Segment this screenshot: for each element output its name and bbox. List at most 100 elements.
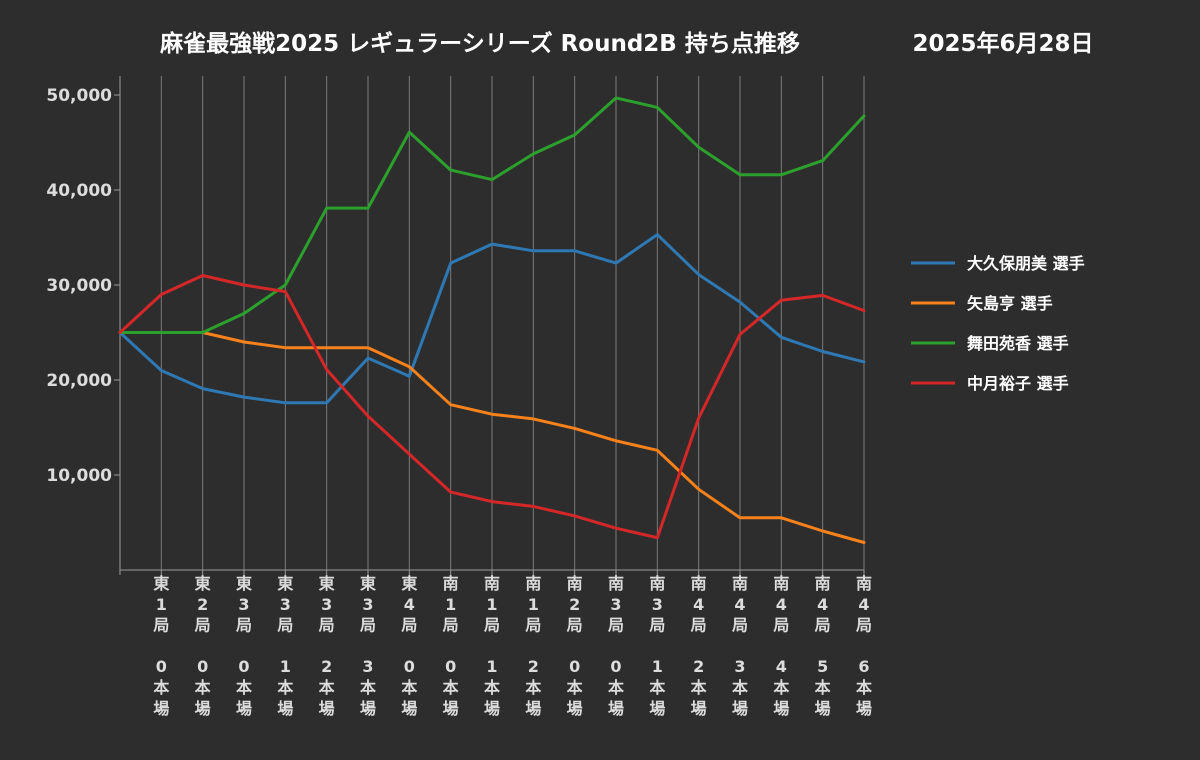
x-tick-char: 4 — [776, 595, 787, 614]
series-lines — [118, 96, 866, 544]
x-tick-char: 東 — [195, 574, 211, 593]
x-tick-char: 本 — [153, 678, 169, 697]
x-tick-char: 場 — [443, 699, 459, 718]
x-tick-char: 本 — [567, 678, 583, 697]
x-tick-char: 0 — [238, 657, 249, 676]
x-tick-char: 場 — [195, 699, 211, 718]
x-tick-char: 本 — [691, 678, 707, 697]
x-tick-char: 場 — [401, 699, 417, 718]
y-tick-label: 30,000 — [46, 276, 112, 296]
x-tick-char: 5 — [817, 657, 828, 676]
x-tick-char: 本 — [236, 678, 252, 697]
y-tick-label: 40,000 — [46, 181, 112, 201]
x-tick-label: 南 3 局 1 本場 — [649, 574, 665, 718]
x-tick-char: 0 — [156, 657, 167, 676]
x-tick-label: 南 4 局 3 本場 — [732, 574, 748, 718]
x-tick-char: 南 — [608, 574, 624, 593]
x-tick-char: 0 — [445, 657, 456, 676]
x-tick-char: 2 — [321, 657, 332, 676]
x-tick-char: 場 — [236, 699, 252, 718]
x-tick-char: 1 — [445, 595, 456, 614]
x-tick-char: 局 — [484, 616, 500, 635]
x-tick-label: 南 1 局 1 本場 — [484, 574, 500, 718]
x-tick-char: 本 — [401, 678, 417, 697]
x-tick-char: 6 — [858, 657, 869, 676]
x-tick-char: 局 — [236, 616, 252, 635]
x-tick-char: 東 — [319, 574, 335, 593]
x-tick-char: 本 — [732, 678, 748, 697]
x-tick-char: 2 — [569, 595, 580, 614]
chart-date: 2025年6月28日 — [912, 30, 1093, 57]
x-tick-char: 局 — [691, 616, 707, 635]
x-tick-char: 局 — [567, 616, 583, 635]
x-tick-char: 本 — [360, 678, 376, 697]
x-tick-char: 4 — [858, 595, 869, 614]
x-tick-char: 場 — [691, 699, 707, 718]
x-tick-label: 東 3 局 1 本場 — [277, 574, 293, 718]
x-tick-char: 3 — [280, 595, 291, 614]
x-tick-label: 南 4 局 5 本場 — [815, 574, 831, 718]
x-tick-char: 南 — [732, 574, 748, 593]
x-tick-char: 本 — [815, 678, 831, 697]
legend-label: 矢島亨 選手 — [967, 294, 1053, 313]
x-tick-char: 場 — [277, 699, 293, 718]
x-tick-char: 0 — [610, 657, 621, 676]
x-tick-char: 場 — [815, 699, 831, 718]
x-tick-char: 1 — [486, 657, 497, 676]
x-tick-char: 本 — [484, 678, 500, 697]
x-tick-char: 0 — [569, 657, 580, 676]
x-tick-char: 東 — [360, 574, 376, 593]
x-tick-char: 東 — [236, 574, 252, 593]
x-tick-char: 3 — [362, 657, 373, 676]
y-tick-label: 10,000 — [46, 466, 112, 486]
series-line — [118, 233, 866, 405]
x-tick-char: 本 — [608, 678, 624, 697]
series-line — [118, 274, 866, 540]
x-axis-ticks: 東 1 局 0 本場 東 2 局 0 本場 東 3 局 0 本場 東 3 局 1 本場 東 3 局 2 本場 東 3 局 3 本場 東 4 局 0… — [119, 570, 872, 718]
x-tick-char: 南 — [567, 574, 583, 593]
x-tick-char: 3 — [610, 595, 621, 614]
x-tick-char: 本 — [319, 678, 335, 697]
x-tick-label: 東 2 局 0 本場 — [195, 574, 211, 718]
x-tick-char: 3 — [652, 595, 663, 614]
x-tick-char: 3 — [362, 595, 373, 614]
x-tick-char: 1 — [528, 595, 539, 614]
x-tick-char: 場 — [484, 699, 500, 718]
x-tick-char: 局 — [856, 616, 872, 635]
legend-label: 中月裕子 選手 — [967, 374, 1069, 393]
x-tick-char: 局 — [153, 616, 169, 635]
x-tick-char: 南 — [856, 574, 872, 593]
x-tick-char: 本 — [525, 678, 541, 697]
x-tick-char: 2 — [528, 657, 539, 676]
x-tick-label: 東 4 局 0 本場 — [401, 574, 417, 718]
x-tick-char: 局 — [732, 616, 748, 635]
x-tick-label: 東 3 局 0 本場 — [236, 574, 252, 718]
x-tick-char: 局 — [773, 616, 789, 635]
y-tick-label: 20,000 — [46, 371, 112, 391]
x-tick-label: 南 4 局 2 本場 — [691, 574, 707, 718]
x-tick-char: 1 — [156, 595, 167, 614]
x-tick-char: 場 — [649, 699, 665, 718]
x-tick-char: 局 — [360, 616, 376, 635]
x-tick-char: 本 — [773, 678, 789, 697]
x-tick-char: 南 — [443, 574, 459, 593]
x-tick-char: 東 — [401, 574, 417, 593]
y-tick-label: 50,000 — [46, 86, 112, 106]
x-tick-label: 南 4 局 4 本場 — [773, 574, 789, 718]
x-tick-char: 2 — [197, 595, 208, 614]
x-tick-char: 1 — [652, 657, 663, 676]
x-tick-char: 3 — [321, 595, 332, 614]
x-tick-char: 場 — [773, 699, 789, 718]
series-line — [118, 331, 866, 544]
x-tick-char: 場 — [319, 699, 335, 718]
x-tick-char: 南 — [525, 574, 541, 593]
x-tick-char: 局 — [401, 616, 417, 635]
x-tick-char: 本 — [856, 678, 872, 697]
x-tick-char: 4 — [693, 595, 704, 614]
x-tick-char: 局 — [525, 616, 541, 635]
x-tick-char: 0 — [197, 657, 208, 676]
x-tick-char: 場 — [567, 699, 583, 718]
x-tick-label: 東 1 局 0 本場 — [153, 574, 169, 718]
